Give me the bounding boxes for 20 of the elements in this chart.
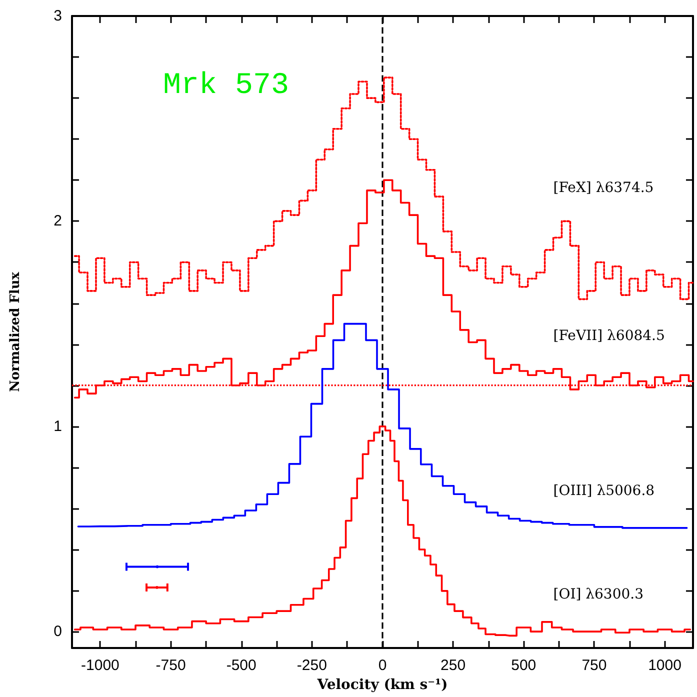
y-axis-title: Normalized Flux [8, 272, 23, 392]
x-tick-label: -500 [226, 657, 256, 674]
x-tick-label: -750 [156, 657, 186, 674]
series-label: [OIII] λ5006.8 [553, 482, 655, 499]
y-tick-label: 3 [54, 8, 62, 24]
x-tick-label: 250 [440, 657, 466, 674]
x-tick-label: 500 [511, 657, 536, 674]
y-tick-label: 0 [54, 623, 62, 640]
x-axis-title: Velocity (km s⁻¹) [316, 677, 448, 693]
series-label: [FeX] λ6374.5 [553, 180, 654, 196]
series-label: [FeVII] λ6084.5 [553, 328, 665, 344]
y-tick-label: 2 [54, 212, 62, 230]
x-tick-label: 750 [582, 657, 607, 674]
x-tick-label: -250 [296, 657, 327, 674]
y-tick-label: 1 [54, 418, 62, 435]
x-tick-label: 1000 [648, 657, 682, 674]
x-tick-label: -1000 [81, 657, 120, 674]
series-label: [OI] λ6300.3 [553, 586, 644, 602]
text: Mrk 573 [163, 69, 290, 103]
x-tick-label: 0 [378, 657, 387, 674]
